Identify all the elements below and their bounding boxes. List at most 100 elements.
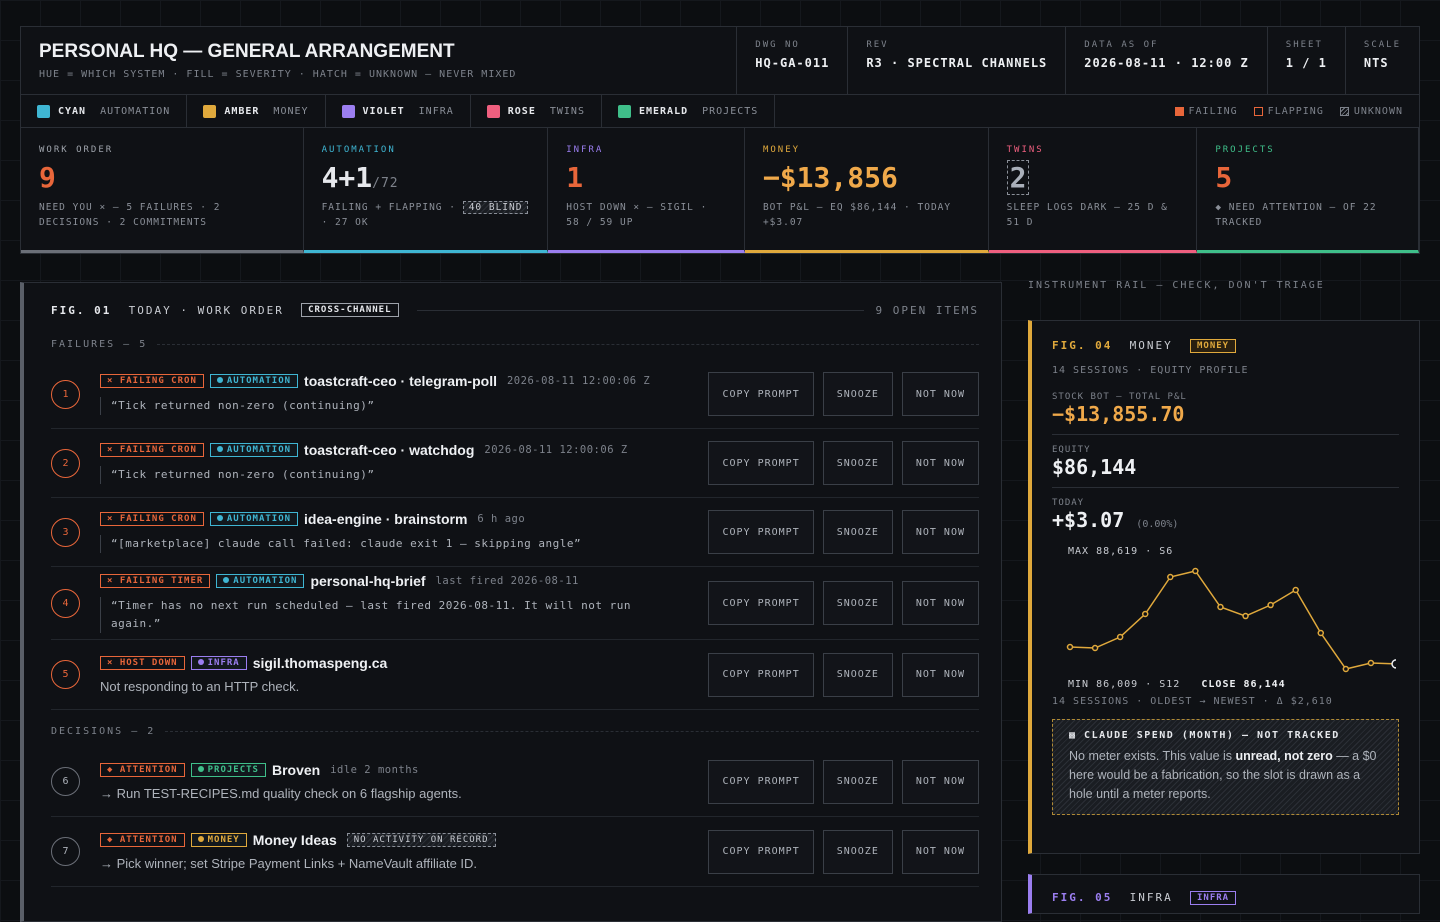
item-meta: 2026-08-11 12:00:06 Z [506, 375, 651, 387]
legend-name: EMERALD [638, 105, 689, 117]
item-body: × HOST DOWN INFRA sigil.thomaspeng.ca Not r… [100, 655, 708, 694]
item-tag: × HOST DOWN [100, 656, 185, 670]
panel-title: TODAY · WORK ORDER [128, 303, 284, 317]
panel-title: MONEY [1129, 339, 1173, 352]
state-name: FLAPPING [1267, 105, 1324, 117]
item-quote: “Tick returned non-zero (continuing)” [100, 466, 660, 484]
work-item: 4 × FAILING TIMER AUTOMATION personal-hq-br… [51, 567, 979, 640]
kpi-value-row: 9 [39, 161, 285, 194]
action-button[interactable]: NOT NOW [901, 829, 979, 874]
kpi-note: HOST DOWN × — SIGIL · 58 / 59 UP [566, 200, 726, 230]
item-meta: 6 h ago [477, 513, 526, 525]
legend-name: VIOLET [362, 105, 405, 117]
item-body: ◆ ATTENTION MONEY Money Ideas NO ACTIVITY O… [100, 832, 708, 871]
action-button[interactable]: NOT NOW [901, 372, 979, 416]
kpi-value: 1 [566, 161, 584, 194]
action-button[interactable]: COPY PROMPT [708, 372, 814, 416]
legend-desc: MONEY [273, 105, 309, 117]
panel-title: INFRA [1129, 891, 1173, 904]
action-button[interactable]: SNOOZE [822, 759, 893, 804]
page-title: PERSONAL HQ — GENERAL ARRANGEMENT [39, 41, 455, 62]
swatch [203, 104, 217, 118]
stat-value: $86,144 [1052, 455, 1399, 488]
kpi-value-row: 4+1/72 [322, 161, 530, 194]
action-button[interactable]: SNOOZE [822, 510, 893, 554]
item-note: Not responding to an HTTP check. [100, 679, 300, 694]
legend-desc: INFRA [418, 105, 454, 117]
item-body: × FAILING CRON AUTOMATION toastcraft-ceo ·… [100, 442, 708, 484]
action-button[interactable]: NOT NOW [901, 441, 979, 485]
meta-label: DWG NO [755, 40, 800, 50]
tag-text: ◆ ATTENTION [107, 835, 178, 845]
kpi-value: −$13,856 [762, 161, 898, 194]
kpi-value-row: 1 [566, 161, 726, 194]
state-legend: FLAPPING [1253, 105, 1324, 117]
dot [197, 659, 204, 665]
meta-value: NTS [1363, 56, 1389, 70]
fig-label: FIG. 01 [51, 303, 112, 317]
item-top: × FAILING CRON AUTOMATION idea-engine · br… [100, 511, 708, 527]
work-item: 5 × HOST DOWN INFRA sigil.thomaspeng.ca Not … [51, 640, 979, 710]
action-button[interactable]: COPY PROMPT [708, 510, 814, 554]
item-actions: COPY PROMPT SNOOZE NOT NOW [708, 372, 979, 416]
close-label: CLOSE 86,144 [1201, 679, 1286, 690]
action-button[interactable]: COPY PROMPT [708, 759, 814, 804]
item-meta: last fired 2026-08-11 [435, 575, 579, 587]
kpi-label: TWINS [1006, 145, 1044, 155]
action-button[interactable]: NOT NOW [901, 759, 979, 804]
kpi-label: PROJECTS [1215, 145, 1275, 155]
kpi: PROJECTS 5 ◆ NEED ATTENTION — OF 22 TRACKE… [1197, 128, 1419, 253]
kpi-value: 4+1 [321, 161, 373, 194]
stat-label: TODAY [1052, 498, 1085, 508]
meta-label: DATA AS OF [1084, 40, 1159, 50]
tag-text: MONEY [207, 835, 240, 845]
action-button[interactable]: COPY PROMPT [708, 581, 814, 625]
meta-label: SHEET [1285, 40, 1323, 50]
tag-text: AUTOMATION [226, 514, 292, 524]
spend-title: CLAUDE SPEND (MONTH) — NOT TRACKED [1084, 730, 1340, 741]
item-tag: AUTOMATION [209, 374, 299, 388]
action-button[interactable]: COPY PROMPT [708, 652, 814, 697]
max-label: MAX 88,619 · S6 [1068, 546, 1174, 557]
item-body: × FAILING TIMER AUTOMATION personal-hq-bri… [100, 573, 708, 633]
kpi: INFRA 1 HOST DOWN × — SIGIL · 58 / 59 UP [548, 128, 745, 253]
infra-panel: FIG. 05 INFRA INFRA [1028, 874, 1420, 914]
sections: FAILURES — 5 1 × FAILING CRON AUTOMATION toa… [24, 339, 1001, 887]
tag-text: ◆ ATTENTION [107, 765, 178, 775]
item-top: ◆ ATTENTION MONEY Money Ideas NO ACTIVITY O… [100, 832, 708, 848]
item-note: → Run TEST-RECIPES.md quality check on 6… [100, 786, 462, 801]
action-button[interactable]: SNOOZE [822, 581, 893, 625]
stat-value: −$13,855.70 [1052, 402, 1399, 435]
legend-item: ROSE TWINS [471, 95, 602, 127]
action-button[interactable]: COPY PROMPT [708, 829, 814, 874]
item-tag: × FAILING TIMER [100, 574, 211, 588]
swatch [341, 104, 355, 118]
tag-text: INFRA [207, 658, 240, 668]
kpi-value: 5 [1215, 161, 1233, 194]
item-actions: COPY PROMPT SNOOZE NOT NOW [708, 829, 979, 874]
action-button[interactable]: NOT NOW [901, 652, 979, 697]
swatch [486, 104, 500, 118]
action-button[interactable]: SNOOZE [822, 652, 893, 697]
equity-point [1066, 643, 1074, 651]
action-button[interactable]: SNOOZE [822, 441, 893, 485]
kpi-note: FAILING + FLAPPING · 40 BLIND · 27 OK [322, 200, 530, 230]
swatch [37, 104, 50, 118]
action-button[interactable]: COPY PROMPT [708, 441, 814, 485]
meta-cell: DATA AS OF 2026-08-11 · 12:00 Z [1065, 27, 1267, 94]
equity-point [1141, 610, 1149, 618]
equity-point [1342, 665, 1350, 673]
dot [216, 446, 223, 452]
kpi-label: INFRA [566, 145, 604, 155]
action-button[interactable]: SNOOZE [822, 372, 893, 416]
tag-text: AUTOMATION [226, 445, 292, 455]
dot [216, 515, 223, 521]
legend-name: CYAN [58, 105, 87, 117]
action-button[interactable]: SNOOZE [822, 829, 893, 874]
spend-hole: ▩ CLAUDE SPEND (MONTH) — NOT TRACKED No … [1052, 719, 1399, 815]
action-button[interactable]: NOT NOW [901, 581, 979, 625]
title-area: PERSONAL HQ — GENERAL ARRANGEMENT HUE = … [21, 27, 736, 94]
section-label: FAILURES — 5 [51, 339, 148, 350]
item-title: toastcraft-ceo · telegram-poll [304, 373, 497, 389]
action-button[interactable]: NOT NOW [901, 510, 979, 554]
